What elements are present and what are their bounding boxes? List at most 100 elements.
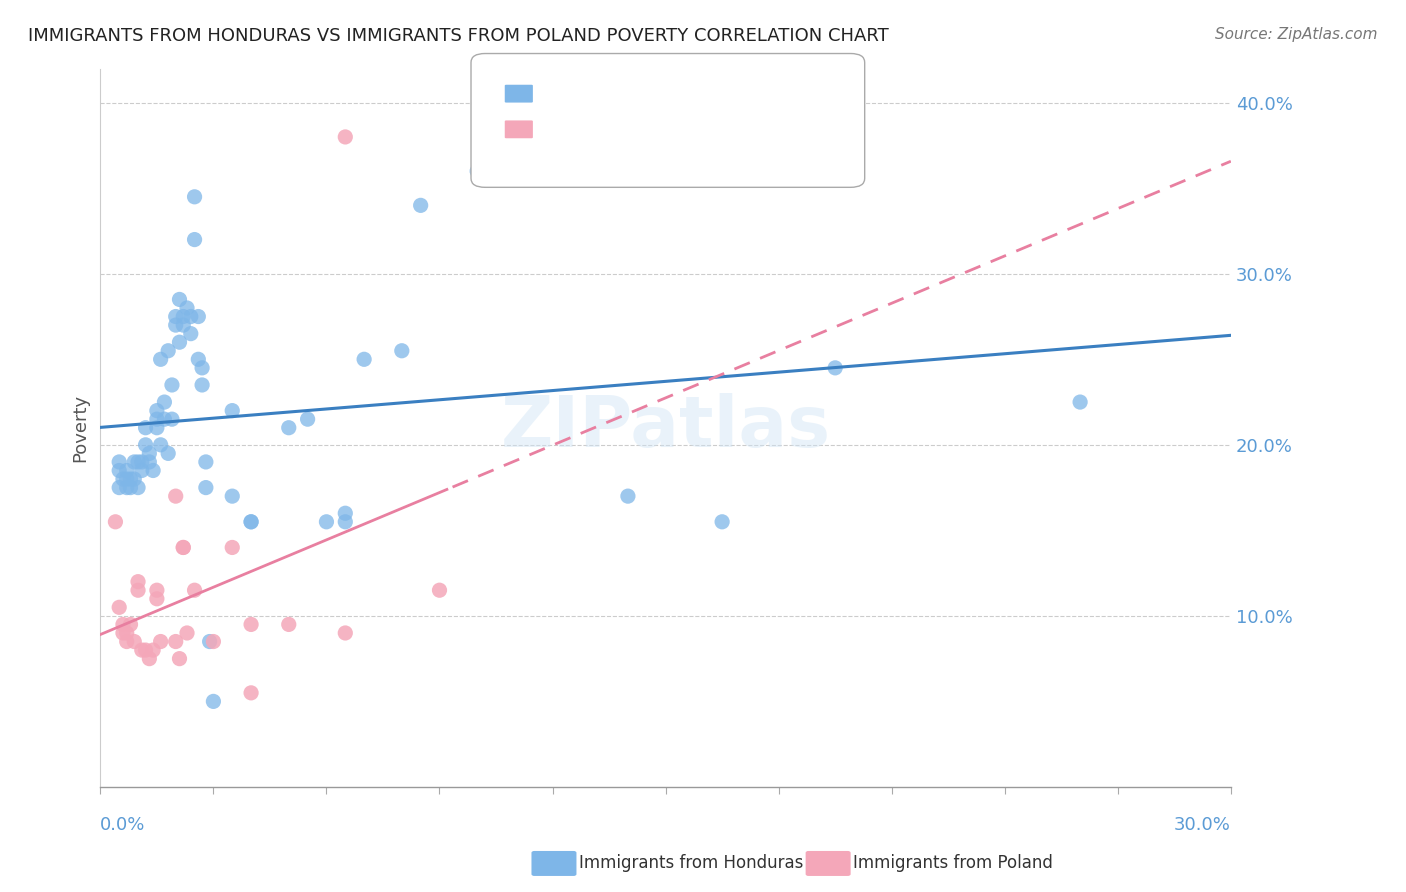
Point bbox=[191, 360, 214, 375]
Point bbox=[221, 403, 243, 417]
Point bbox=[165, 634, 187, 648]
Text: 0.0%: 0.0% bbox=[100, 815, 146, 834]
Point bbox=[138, 446, 160, 460]
Point bbox=[122, 472, 145, 486]
Point bbox=[127, 455, 149, 469]
Text: R = 0.149: R = 0.149 bbox=[541, 120, 631, 138]
Point bbox=[160, 378, 183, 392]
Point bbox=[146, 421, 169, 435]
Point bbox=[194, 481, 217, 495]
Point bbox=[146, 412, 169, 426]
Point bbox=[149, 352, 172, 367]
Point bbox=[146, 403, 169, 417]
Point bbox=[115, 472, 138, 486]
Point bbox=[176, 626, 198, 640]
Point bbox=[115, 626, 138, 640]
Point bbox=[335, 626, 357, 640]
Text: R = 0.134: R = 0.134 bbox=[541, 85, 631, 103]
Point bbox=[191, 378, 214, 392]
Point bbox=[240, 617, 263, 632]
Text: ZIPatlas: ZIPatlas bbox=[501, 393, 831, 462]
Point bbox=[335, 130, 357, 145]
Point bbox=[138, 455, 160, 469]
Point bbox=[115, 481, 138, 495]
Point bbox=[169, 651, 191, 665]
Point bbox=[523, 147, 546, 161]
Point bbox=[169, 293, 191, 307]
Text: N = 68: N = 68 bbox=[675, 85, 742, 103]
Point bbox=[131, 463, 153, 477]
Point bbox=[172, 541, 194, 555]
Point bbox=[172, 310, 194, 324]
Point bbox=[187, 352, 209, 367]
Point bbox=[409, 198, 432, 212]
Point bbox=[157, 343, 180, 358]
Point bbox=[153, 395, 176, 409]
Point bbox=[131, 643, 153, 657]
Point bbox=[198, 634, 221, 648]
Point bbox=[240, 515, 263, 529]
Point bbox=[108, 463, 131, 477]
Point bbox=[297, 412, 319, 426]
Point bbox=[202, 634, 225, 648]
Point bbox=[183, 190, 205, 204]
Point bbox=[194, 455, 217, 469]
Point bbox=[157, 446, 180, 460]
Point bbox=[240, 515, 263, 529]
Point bbox=[111, 626, 134, 640]
Point bbox=[465, 164, 488, 178]
Point bbox=[108, 481, 131, 495]
Text: 30.0%: 30.0% bbox=[1174, 815, 1230, 834]
Point bbox=[165, 318, 187, 332]
Point bbox=[202, 694, 225, 708]
Point bbox=[391, 343, 413, 358]
Point bbox=[165, 310, 187, 324]
Point bbox=[180, 310, 202, 324]
Point bbox=[127, 481, 149, 495]
Point bbox=[429, 583, 451, 598]
Point bbox=[111, 617, 134, 632]
Y-axis label: Poverty: Poverty bbox=[72, 393, 89, 462]
Point bbox=[149, 634, 172, 648]
Text: Source: ZipAtlas.com: Source: ZipAtlas.com bbox=[1215, 27, 1378, 42]
Point bbox=[165, 489, 187, 503]
Point bbox=[131, 455, 153, 469]
Point bbox=[711, 515, 734, 529]
Text: Immigrants from Honduras: Immigrants from Honduras bbox=[579, 855, 804, 872]
Point bbox=[122, 455, 145, 469]
Point bbox=[824, 360, 846, 375]
Point bbox=[221, 541, 243, 555]
Point bbox=[108, 600, 131, 615]
Point bbox=[617, 489, 640, 503]
Point bbox=[172, 318, 194, 332]
Point bbox=[104, 515, 127, 529]
Text: N = 32: N = 32 bbox=[675, 120, 742, 138]
Point bbox=[180, 326, 202, 341]
Point bbox=[335, 506, 357, 520]
Point bbox=[146, 583, 169, 598]
Text: IMMIGRANTS FROM HONDURAS VS IMMIGRANTS FROM POLAND POVERTY CORRELATION CHART: IMMIGRANTS FROM HONDURAS VS IMMIGRANTS F… bbox=[28, 27, 889, 45]
Point bbox=[142, 463, 165, 477]
Point bbox=[111, 472, 134, 486]
Point bbox=[187, 310, 209, 324]
Point bbox=[149, 438, 172, 452]
Point bbox=[176, 301, 198, 315]
Point bbox=[127, 574, 149, 589]
Point bbox=[160, 412, 183, 426]
Point bbox=[277, 617, 299, 632]
Point bbox=[115, 463, 138, 477]
Point bbox=[183, 583, 205, 598]
Point bbox=[240, 686, 263, 700]
Point bbox=[277, 421, 299, 435]
Point bbox=[169, 335, 191, 350]
Point bbox=[221, 489, 243, 503]
Point bbox=[183, 233, 205, 247]
Text: Immigrants from Poland: Immigrants from Poland bbox=[853, 855, 1053, 872]
Point bbox=[127, 583, 149, 598]
Point bbox=[146, 591, 169, 606]
Point bbox=[142, 643, 165, 657]
Point bbox=[120, 481, 142, 495]
Point bbox=[135, 421, 157, 435]
Point bbox=[108, 455, 131, 469]
Point bbox=[122, 634, 145, 648]
